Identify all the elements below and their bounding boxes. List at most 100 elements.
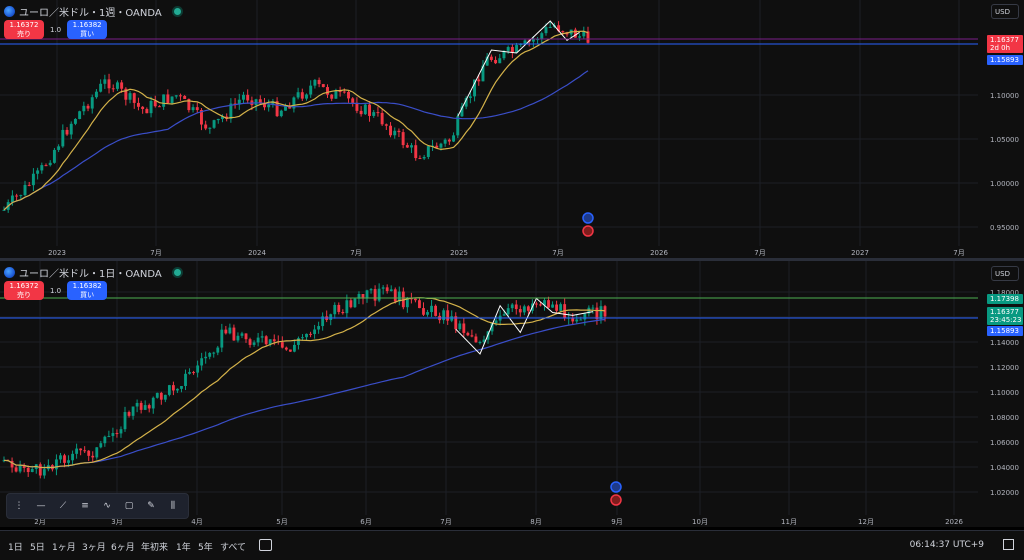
candle-body (293, 344, 296, 352)
long-position-icon[interactable]: ⫼ (170, 501, 176, 511)
candle-body (36, 170, 40, 174)
candle-body (23, 184, 27, 196)
candle-body (166, 94, 170, 104)
range-3m[interactable]: 3ヶ月 (82, 543, 106, 553)
candle-body (405, 298, 409, 308)
range-1m[interactable]: 1ヶ月 (52, 543, 76, 553)
price-axis-label: 0.95000 (990, 224, 1019, 232)
candle-body (254, 99, 258, 106)
candle-body (460, 106, 464, 117)
bottom-toolbar: 1日 5日 1ヶ月 3ヶ月 6ヶ月 年初来 1年 5年 すべて 06:14:37… (0, 530, 1024, 560)
candle-body (494, 320, 498, 324)
candle-body (119, 429, 123, 434)
candle-body (288, 349, 292, 352)
candle-body (268, 339, 272, 345)
weekly-price-chart[interactable]: 1.10000 1.05000 1.00000 0.95000 2023 7月 2024 7月… (0, 0, 1024, 258)
candle-body (309, 333, 312, 335)
candle-body (458, 323, 462, 330)
range-ytd[interactable]: 年初来 (141, 543, 169, 553)
horizontal-line-icon[interactable]: — (36, 501, 46, 511)
candle-body (170, 96, 174, 104)
candle-body (107, 79, 111, 89)
sell-button[interactable]: 1.16372 売り (4, 20, 44, 39)
candle-body (510, 47, 514, 53)
pattern-icon[interactable]: ∿ (103, 501, 111, 511)
buy-button[interactable]: 1.16382 買い (67, 281, 108, 300)
range-5y[interactable]: 5年 (198, 543, 213, 553)
candle-body (153, 100, 157, 107)
candle-body (42, 469, 46, 476)
buy-button[interactable]: 1.16382 買い (67, 20, 108, 39)
candle-body (582, 31, 586, 37)
candle-body (317, 326, 321, 330)
pane-separator[interactable] (0, 258, 1024, 261)
spread-value: 1.0 (50, 25, 62, 34)
time-axis-label: 2026 (945, 518, 963, 526)
range-all[interactable]: すべて (220, 543, 247, 553)
candle-body (376, 112, 380, 114)
clock[interactable]: 06:14:37 UTC+9 (909, 540, 984, 550)
candle-body (94, 91, 98, 98)
candle-body (27, 184, 31, 186)
weekly-chart-pane[interactable]: 1.10000 1.05000 1.00000 0.95000 2023 7月 2024 7月… (0, 0, 1024, 258)
grip-icon[interactable]: ⋮ (14, 501, 24, 511)
buy-label: 買い (80, 30, 95, 38)
event-marker-us-icon (582, 225, 594, 237)
candle-body (246, 94, 250, 101)
range-5d[interactable]: 5日 (30, 543, 45, 553)
candle-body (502, 314, 506, 316)
candle-body (439, 143, 443, 148)
currency-selector[interactable]: USD (991, 4, 1019, 19)
candle-body (79, 448, 83, 451)
candle-body (409, 298, 413, 300)
last-price-badge-price: 1.16377 (990, 308, 1019, 316)
candle-body (136, 102, 140, 107)
trend-line-icon[interactable]: ⟋ (59, 501, 67, 511)
candle-body (555, 304, 559, 311)
fullscreen-icon[interactable] (1003, 539, 1014, 550)
parallel-channel-icon[interactable]: ≡ (81, 501, 89, 511)
currency-selector[interactable]: USD (991, 266, 1019, 281)
price-axis-label: 1.05000 (990, 136, 1019, 144)
go-to-date-icon[interactable] (259, 539, 272, 551)
candle-body (111, 433, 115, 437)
candle-body (258, 99, 262, 103)
moving-average-long (3, 318, 606, 469)
candle-body (410, 145, 414, 148)
candle-body (171, 385, 175, 391)
symbol-title-text: ユーロ／米ドル・1日・OANDA (19, 269, 162, 280)
candle-body (22, 465, 26, 468)
candle-body (145, 109, 149, 114)
range-1d[interactable]: 1日 (8, 543, 23, 553)
candle-body (482, 339, 486, 343)
candle-body (543, 300, 546, 306)
price-axis-label: 1.00000 (990, 180, 1019, 188)
candle-body (559, 304, 563, 311)
candle-body (535, 303, 538, 305)
daily-price-chart[interactable]: 1.180001.160001.140001.120001.100001.080… (0, 261, 1024, 527)
candle-body (199, 110, 203, 125)
range-6m[interactable]: 6ヶ月 (111, 543, 135, 553)
candle-body (466, 332, 470, 336)
brush-icon[interactable]: ✎ (147, 501, 155, 511)
time-axis-label: 9月 (611, 518, 622, 526)
candle-body (18, 465, 22, 472)
candle-body (208, 127, 212, 129)
candle-body (447, 139, 451, 142)
rectangle-icon[interactable]: ▢ (124, 501, 134, 511)
candle-body (452, 135, 456, 142)
candle-body (414, 145, 418, 159)
candle-body (83, 450, 87, 452)
time-axis-label: 7月 (440, 518, 451, 526)
candle-body (485, 56, 489, 66)
candle-body (61, 129, 65, 147)
candle-body (393, 130, 397, 136)
candle-body (435, 145, 439, 148)
sell-button[interactable]: 1.16372 売り (4, 281, 44, 300)
daily-chart-pane[interactable]: 1.180001.160001.140001.120001.100001.080… (0, 261, 1024, 527)
range-1y[interactable]: 1年 (176, 543, 191, 553)
candle-body (178, 95, 182, 97)
candle-body (264, 336, 268, 345)
candle-body (59, 455, 62, 460)
candle-body (430, 305, 433, 313)
